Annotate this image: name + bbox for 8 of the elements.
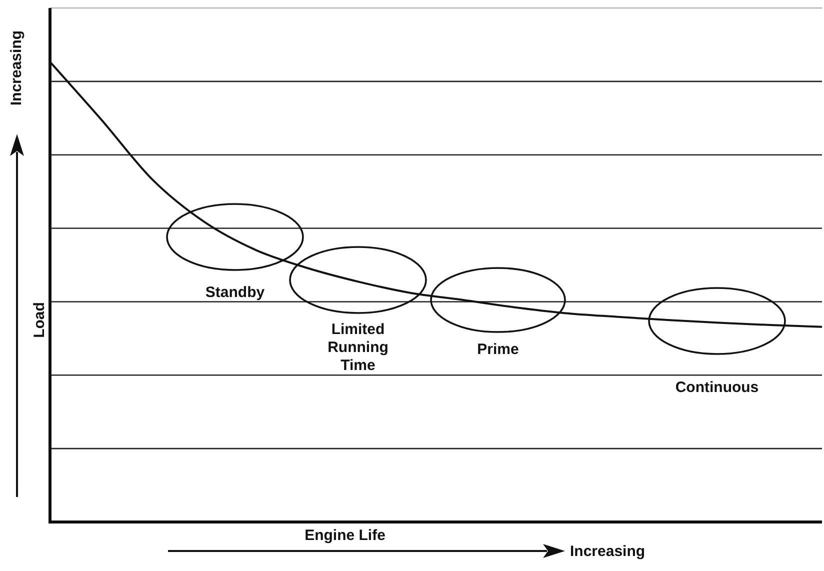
y-axis-title: Load: [31, 302, 49, 338]
annotation: Limited Running Time: [328, 321, 388, 375]
x-axis-title: Engine Life: [304, 527, 386, 545]
text: Increasing: [8, 30, 26, 106]
annotation: Prime: [477, 341, 519, 359]
text: Increasing: [570, 543, 646, 561]
annotation: Continuous: [675, 379, 759, 397]
annotation: Standby: [205, 284, 265, 302]
